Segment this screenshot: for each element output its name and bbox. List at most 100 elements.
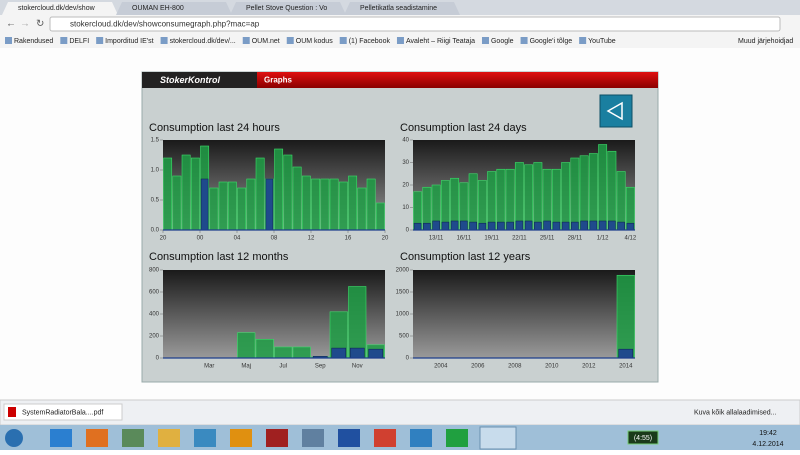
app-icon[interactable] <box>230 429 252 447</box>
x-tick-label: Jul <box>279 364 287 370</box>
x-tick-label: 16/11 <box>457 236 472 242</box>
battery: (4:55) <box>634 435 652 442</box>
bar <box>616 274 635 359</box>
x-tick-label: 22/11 <box>512 236 527 242</box>
bookmark[interactable]: OUM.net <box>252 38 280 45</box>
x-tick-label: Sep <box>315 364 326 370</box>
x-tick-label: 4/12 <box>625 236 637 242</box>
bar <box>292 346 311 359</box>
bar-inner <box>423 222 431 231</box>
bar <box>348 175 358 231</box>
x-tick-label: 16 <box>345 236 352 242</box>
bar <box>561 162 571 231</box>
download-item[interactable] <box>3 403 123 421</box>
tab[interactable] <box>116 2 232 15</box>
x-tick-label: Mar <box>204 364 214 370</box>
show-downloads[interactable]: Kuva kõik allalaadimised... <box>694 409 777 416</box>
y-tick-label: 30 <box>402 160 409 166</box>
back-icon <box>606 101 623 121</box>
app-icon[interactable] <box>122 429 144 447</box>
x-tick-label: 1/12 <box>597 236 609 242</box>
bar <box>237 187 247 231</box>
chart: Consumption last 12 years 0 500 1000 1500 200… <box>396 251 635 370</box>
bookmark[interactable]: Google'i tõlge <box>530 38 573 45</box>
app-icon[interactable] <box>374 429 396 447</box>
bookmark-icon <box>396 37 404 44</box>
bar <box>616 171 626 231</box>
y-tick-label: 500 <box>399 334 410 340</box>
tab[interactable] <box>344 2 460 15</box>
bar <box>329 178 339 231</box>
back-app-button[interactable] <box>599 94 633 128</box>
x-tick-label: 25/11 <box>540 236 555 242</box>
forward-button[interactable]: → <box>20 19 30 30</box>
bookmark-icon <box>339 37 347 44</box>
bar <box>274 148 284 231</box>
chart-title: Consumption last 12 months <box>149 251 289 263</box>
start-button[interactable] <box>5 429 23 447</box>
bar-inner <box>580 220 588 231</box>
bar-inner <box>589 220 598 231</box>
x-tick-label: 19/11 <box>484 236 499 242</box>
chart: Consumption last 12 months 0 200 400 600 800 M… <box>149 251 385 370</box>
bookmarks: Rakendused DELFI Imporditud IE'st stokerclo… <box>5 37 616 45</box>
bar <box>570 157 580 231</box>
plot-area <box>413 140 635 230</box>
bar-inner <box>469 221 477 231</box>
bookmark[interactable]: OUM kodus <box>296 38 333 45</box>
app-icon[interactable] <box>410 429 432 447</box>
bar <box>348 286 367 359</box>
tab-title: Pellet Stove Question : Vo <box>246 5 327 12</box>
app-icon[interactable] <box>302 429 324 447</box>
bookmark[interactable]: Rakendused <box>14 38 53 45</box>
back-button[interactable]: ← <box>6 19 16 30</box>
chart-title: Consumption last 12 years <box>400 251 531 263</box>
bookmark[interactable]: Google <box>491 38 514 45</box>
y-tick-label: 10 <box>402 205 409 211</box>
bookmark[interactable]: Imporditud IE'st <box>105 38 153 45</box>
app-icon[interactable] <box>50 429 72 447</box>
y-tick-label: 20 <box>402 183 409 189</box>
nav-link[interactable]: Graphs <box>264 76 293 85</box>
battery-box <box>627 430 659 445</box>
tab[interactable] <box>230 2 346 15</box>
app-icon[interactable] <box>194 429 216 447</box>
bar-inner <box>543 220 551 231</box>
bar-inner <box>265 178 274 231</box>
brand: StokerKontrol <box>160 75 221 85</box>
app-icon[interactable] <box>446 429 468 447</box>
bar <box>551 168 561 231</box>
app-icon-active[interactable] <box>479 426 517 450</box>
bookmark[interactable]: (1) Facebook <box>349 38 391 45</box>
bookmark[interactable]: stokercloud.dk/dev/... <box>170 38 236 45</box>
app-icon[interactable] <box>266 429 288 447</box>
bookmark-icon <box>579 37 587 44</box>
app-icon[interactable] <box>338 429 360 447</box>
reload-button[interactable]: ↻ <box>36 19 44 30</box>
bookmark[interactable]: DELFI <box>69 38 89 45</box>
chart: Consumption last 24 days 0 10 20 30 40 13/11 16… <box>400 122 637 242</box>
bar <box>301 175 311 231</box>
app-icon[interactable] <box>86 429 108 447</box>
tab[interactable] <box>2 2 118 15</box>
bar-inner <box>450 220 459 231</box>
bookmark-icon <box>242 37 250 44</box>
y-tick-label: 0 <box>406 228 410 234</box>
y-tick-label: 600 <box>149 290 160 296</box>
bookmark[interactable]: Muud järjehoidjad <box>738 38 793 45</box>
y-tick-label: 0 <box>406 356 410 362</box>
bar-inner <box>515 220 524 231</box>
y-tick-label: 0.0 <box>151 228 160 234</box>
bar <box>477 180 487 231</box>
bookmark[interactable]: YouTube <box>588 38 616 45</box>
chart: Consumption last 24 hours 0.0 0.5 1.0 1.5 20 0… <box>149 122 389 242</box>
app-icon[interactable] <box>158 429 180 447</box>
bookmark[interactable]: Avaleht – Riigi Teataja <box>406 38 475 45</box>
address-bar[interactable] <box>49 16 781 32</box>
bar <box>227 181 237 231</box>
y-tick-label: 1000 <box>396 312 410 318</box>
bar <box>255 157 265 231</box>
bar <box>533 162 543 231</box>
